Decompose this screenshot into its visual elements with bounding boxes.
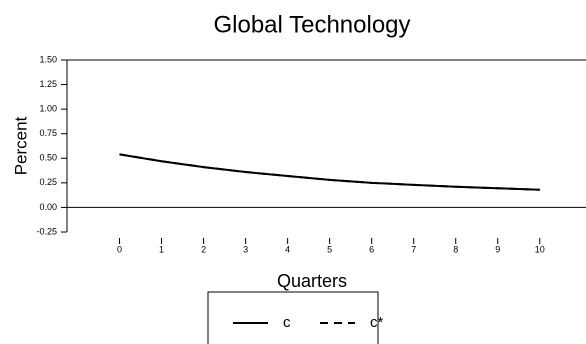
y-tick-label: -0.25	[36, 226, 57, 236]
y-axis-label: Percent	[11, 116, 30, 175]
x-tick-label: 6	[369, 244, 374, 254]
y-tick-label: 0.75	[39, 128, 57, 138]
y-tick-label: 0.50	[39, 153, 57, 163]
y-tick-label: 1.00	[39, 104, 57, 114]
y-tick-label: 1.50	[39, 54, 57, 64]
x-tick-label: 4	[285, 244, 290, 254]
legend-label: c	[283, 314, 291, 331]
x-tick-label: 9	[495, 244, 500, 254]
x-tick-label: 2	[201, 244, 206, 254]
x-tick-label: 0	[117, 244, 122, 254]
series-line	[119, 153, 540, 191]
y-tick-label: 0.00	[39, 202, 57, 212]
x-axis-label: Quarters	[277, 271, 347, 291]
x-tick-label: 1	[159, 244, 164, 254]
x-tick-label: 8	[453, 244, 458, 254]
series-line	[119, 153, 540, 191]
legend-label: c*	[370, 314, 384, 331]
x-tick-label: 7	[411, 244, 416, 254]
legend-box	[207, 291, 379, 344]
x-tick-label: 10	[535, 244, 545, 254]
chart-title: Global Technology	[213, 11, 410, 38]
x-tick-label: 5	[327, 244, 332, 254]
y-tick-label: 1.25	[39, 79, 57, 89]
y-tick-label: 0.25	[39, 177, 57, 187]
x-tick-label: 3	[243, 244, 248, 254]
